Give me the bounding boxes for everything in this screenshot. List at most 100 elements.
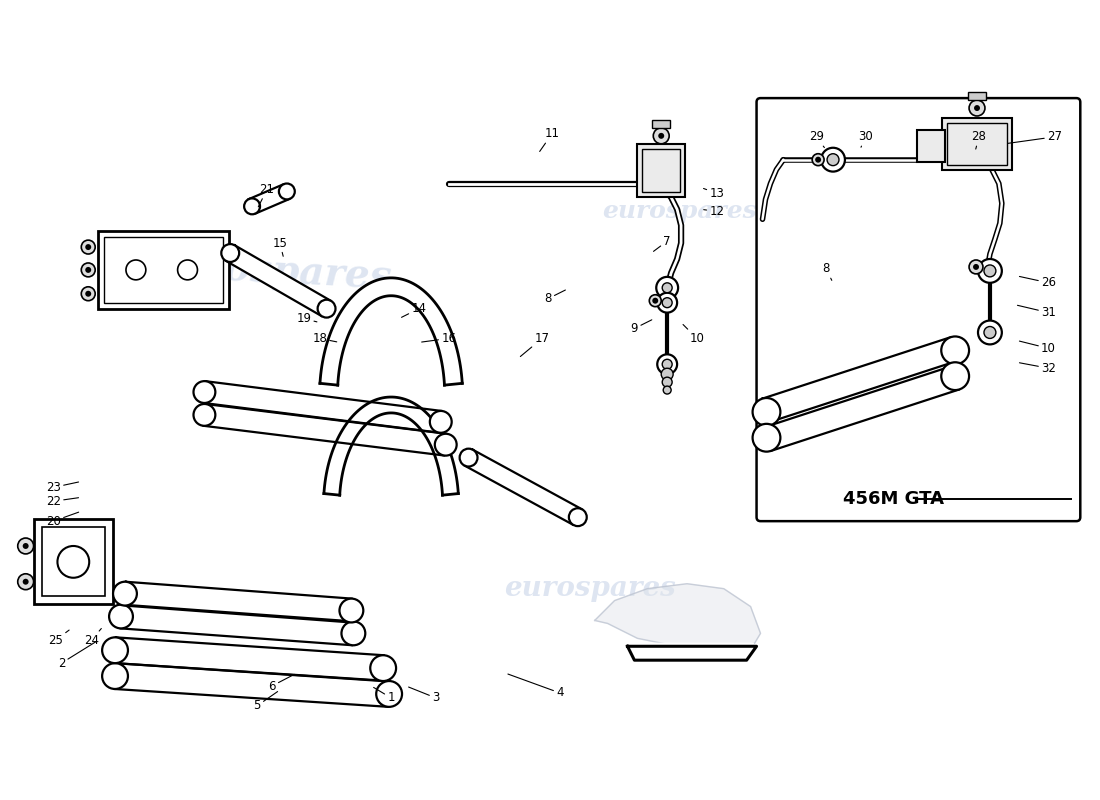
Text: 1: 1 bbox=[374, 687, 395, 705]
Circle shape bbox=[221, 244, 239, 262]
Text: 3: 3 bbox=[408, 687, 440, 705]
Polygon shape bbox=[226, 246, 331, 316]
Circle shape bbox=[974, 105, 980, 111]
Polygon shape bbox=[204, 382, 442, 433]
Text: 16: 16 bbox=[421, 332, 456, 345]
Circle shape bbox=[658, 354, 678, 374]
Polygon shape bbox=[320, 278, 462, 385]
Text: 31: 31 bbox=[1018, 306, 1056, 319]
FancyBboxPatch shape bbox=[943, 118, 1012, 170]
Circle shape bbox=[662, 298, 672, 308]
Polygon shape bbox=[249, 184, 290, 214]
Circle shape bbox=[969, 260, 983, 274]
Circle shape bbox=[109, 605, 133, 629]
FancyBboxPatch shape bbox=[652, 120, 670, 128]
Circle shape bbox=[126, 260, 146, 280]
FancyBboxPatch shape bbox=[104, 237, 223, 302]
Circle shape bbox=[244, 198, 260, 214]
Text: 6: 6 bbox=[268, 674, 295, 693]
Text: 23: 23 bbox=[46, 481, 78, 494]
Polygon shape bbox=[323, 397, 459, 495]
Text: 10: 10 bbox=[1020, 341, 1056, 355]
Text: eurospares: eurospares bbox=[602, 199, 757, 223]
Circle shape bbox=[86, 267, 91, 273]
Circle shape bbox=[279, 183, 295, 199]
Circle shape bbox=[969, 100, 984, 116]
Text: 19: 19 bbox=[296, 312, 317, 325]
Polygon shape bbox=[627, 643, 754, 658]
Text: 17: 17 bbox=[520, 332, 550, 357]
FancyBboxPatch shape bbox=[42, 527, 106, 596]
Polygon shape bbox=[124, 582, 352, 622]
FancyBboxPatch shape bbox=[637, 144, 685, 198]
Circle shape bbox=[194, 404, 216, 426]
Circle shape bbox=[57, 546, 89, 578]
Circle shape bbox=[974, 264, 979, 270]
Polygon shape bbox=[762, 337, 959, 425]
Circle shape bbox=[86, 244, 91, 250]
Polygon shape bbox=[762, 363, 959, 451]
Text: 25: 25 bbox=[48, 630, 69, 647]
Circle shape bbox=[653, 128, 669, 144]
FancyBboxPatch shape bbox=[98, 231, 229, 309]
Circle shape bbox=[658, 133, 664, 139]
Circle shape bbox=[23, 543, 29, 549]
Text: 10: 10 bbox=[683, 325, 704, 345]
Polygon shape bbox=[204, 404, 447, 455]
Circle shape bbox=[827, 154, 839, 166]
Circle shape bbox=[663, 386, 671, 394]
FancyBboxPatch shape bbox=[968, 92, 986, 100]
Circle shape bbox=[978, 321, 1002, 344]
Polygon shape bbox=[114, 663, 390, 707]
Circle shape bbox=[318, 300, 336, 318]
Text: 24: 24 bbox=[84, 629, 101, 647]
Polygon shape bbox=[120, 605, 354, 646]
Text: 12: 12 bbox=[704, 205, 724, 218]
Circle shape bbox=[815, 157, 821, 162]
Circle shape bbox=[460, 449, 477, 466]
Text: 22: 22 bbox=[46, 494, 78, 508]
Circle shape bbox=[102, 663, 128, 689]
Text: 2: 2 bbox=[57, 642, 96, 670]
Circle shape bbox=[102, 638, 128, 663]
Text: 18: 18 bbox=[312, 332, 337, 345]
Text: 21: 21 bbox=[258, 183, 275, 207]
Text: 13: 13 bbox=[704, 187, 724, 200]
Circle shape bbox=[752, 398, 780, 426]
FancyBboxPatch shape bbox=[34, 519, 113, 603]
Circle shape bbox=[984, 326, 996, 338]
Circle shape bbox=[341, 622, 365, 646]
Circle shape bbox=[658, 293, 678, 313]
Circle shape bbox=[978, 259, 1002, 283]
Text: 11: 11 bbox=[540, 127, 560, 151]
Text: eurospares: eurospares bbox=[504, 575, 675, 602]
Text: 29: 29 bbox=[808, 130, 824, 147]
Circle shape bbox=[821, 148, 845, 171]
Circle shape bbox=[86, 290, 91, 297]
Text: 28: 28 bbox=[971, 130, 987, 149]
Text: 5: 5 bbox=[253, 691, 277, 712]
Text: 4: 4 bbox=[508, 674, 563, 699]
Circle shape bbox=[984, 265, 996, 277]
Circle shape bbox=[662, 359, 672, 370]
Text: 7: 7 bbox=[653, 234, 671, 251]
Circle shape bbox=[376, 681, 402, 707]
Circle shape bbox=[649, 294, 661, 306]
Circle shape bbox=[113, 582, 136, 606]
FancyBboxPatch shape bbox=[917, 130, 945, 162]
Text: 8: 8 bbox=[823, 262, 832, 280]
Circle shape bbox=[569, 508, 586, 526]
FancyBboxPatch shape bbox=[642, 149, 680, 193]
Circle shape bbox=[18, 538, 34, 554]
Text: 32: 32 bbox=[1020, 362, 1056, 374]
FancyBboxPatch shape bbox=[757, 98, 1080, 521]
Polygon shape bbox=[464, 450, 582, 525]
Text: 14: 14 bbox=[402, 302, 427, 318]
Circle shape bbox=[752, 424, 780, 452]
Circle shape bbox=[177, 260, 198, 280]
Circle shape bbox=[18, 574, 34, 590]
Text: 30: 30 bbox=[858, 130, 873, 147]
Circle shape bbox=[340, 598, 363, 622]
Circle shape bbox=[661, 368, 673, 380]
Circle shape bbox=[652, 298, 658, 304]
